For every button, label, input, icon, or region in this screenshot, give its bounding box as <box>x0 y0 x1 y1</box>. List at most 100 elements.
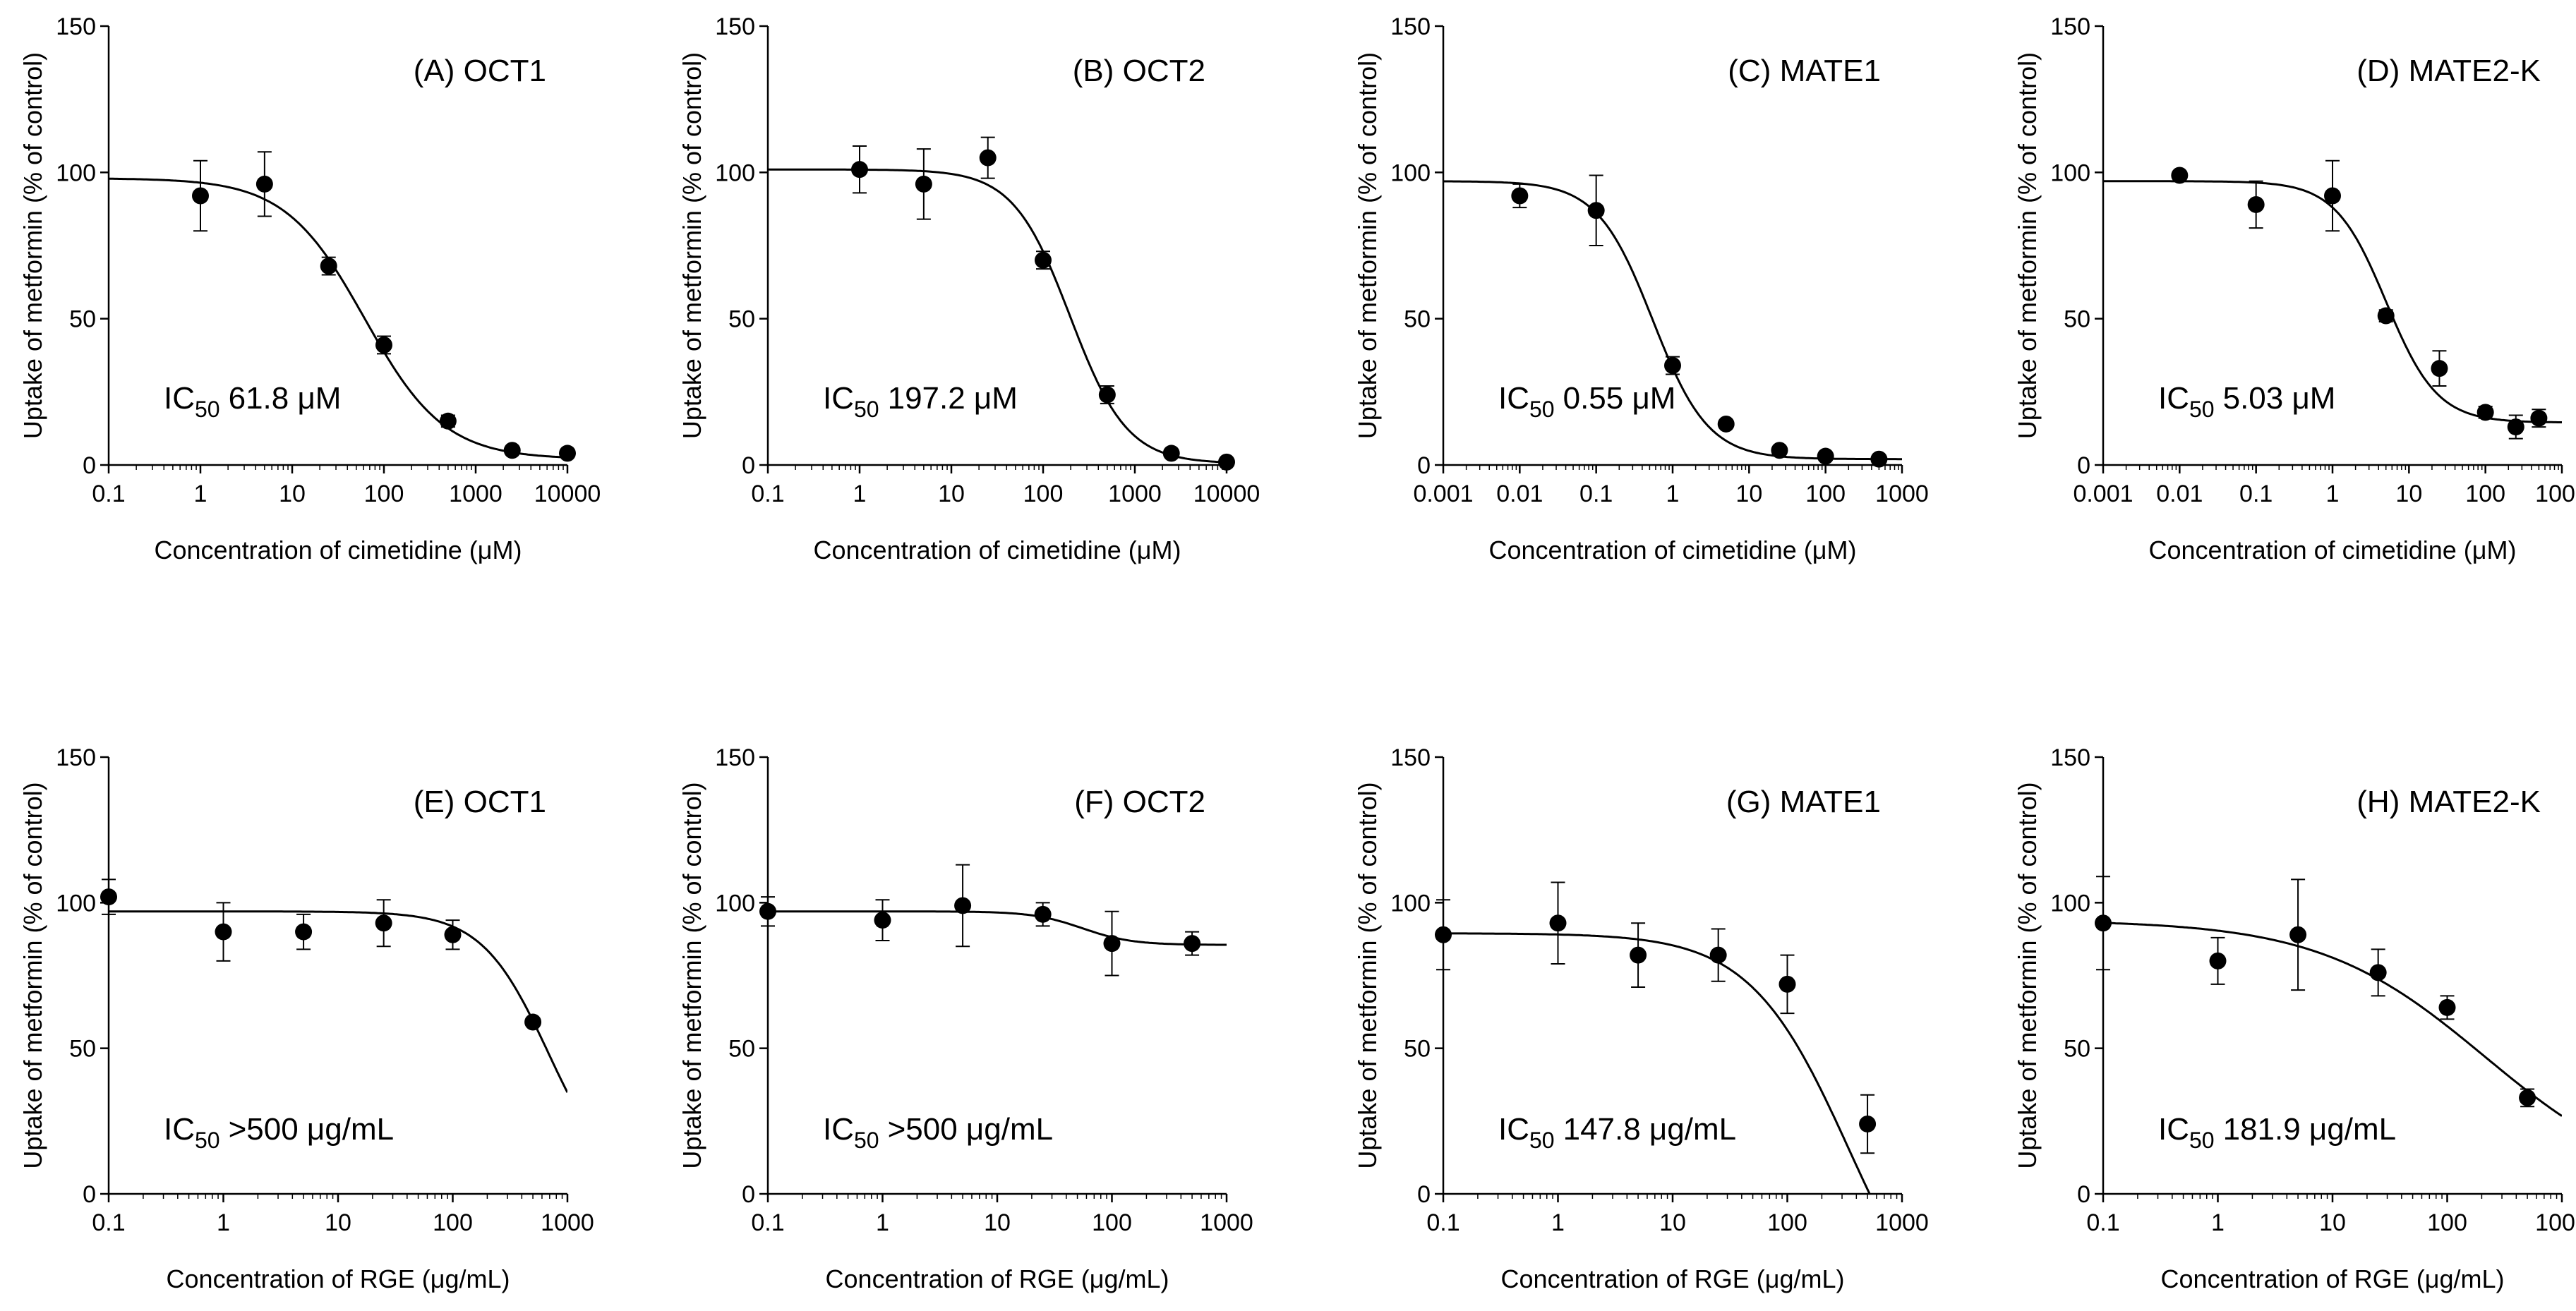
panel-f-ic50-value: >500 μg/mL <box>888 1112 1054 1147</box>
panel-a-title: (A) OCT1 <box>414 54 546 88</box>
panel-c-title: (C) MATE1 <box>1728 54 1881 88</box>
panel-e-x-tick-label: 0.1 <box>92 1209 125 1236</box>
panel-d-ic50-prefix: IC <box>2158 381 2189 416</box>
panel-d-y-tick-label: 0 <box>2077 452 2090 479</box>
panel-d-x-tick-label: 100 <box>2465 481 2505 507</box>
panel-c-y-tick-label: 100 <box>1390 159 1431 186</box>
panel-c-x-tick-label: 1000 <box>1875 481 1929 507</box>
panel-g-data-point <box>1859 1115 1877 1132</box>
panel-h-x-tick-label: 100 <box>2427 1209 2467 1236</box>
panel-b-data-point <box>1218 453 1235 471</box>
panel-c-x-tick-label: 1 <box>1666 481 1680 507</box>
panel-c-y-tick-label: 0 <box>1417 452 1431 479</box>
panel-d-x-tick-label: 0.1 <box>2239 481 2273 507</box>
panel-b-data-point <box>915 175 932 193</box>
panel-f-fit-curve <box>768 910 1227 946</box>
panel-g-ic50-label: IC50 147.8 μg/mL <box>1498 1112 1736 1153</box>
panel-h-y-tick-label: 150 <box>2050 744 2090 771</box>
panel-a-x-tick-label: 10 <box>279 481 306 507</box>
panel-a-x-tick-label: 1000 <box>449 481 502 507</box>
panel-b-data-point <box>851 161 868 179</box>
panel-a-ic50-label: IC50 61.8 μM <box>164 381 341 422</box>
panel-f-y-tick-label: 150 <box>715 744 755 771</box>
panel-c-data-point <box>1717 415 1735 433</box>
panel-b-data-point <box>979 149 997 167</box>
panel-b-ic50-subscript: 50 <box>854 397 879 422</box>
panel-c-x-tick-label: 0.01 <box>1496 481 1543 507</box>
panel-e-data-point <box>215 923 232 941</box>
panel-a-x-tick-label: 1 <box>194 481 207 507</box>
panel-g-data-point <box>1709 946 1727 964</box>
panel-e-ic50-label: IC50 >500 μg/mL <box>164 1112 394 1153</box>
panel-a-ic50-prefix: IC <box>164 381 195 416</box>
panel-a-y-tick-label: 0 <box>83 452 96 479</box>
panel-b-y-tick-label: 100 <box>715 159 755 186</box>
panel-d-x-axis-title: Concentration of cimetidine (μM) <box>2149 536 2517 564</box>
panel-f-x-tick-label: 1 <box>876 1209 889 1236</box>
panel-c-x-tick-label: 10 <box>1735 481 1762 507</box>
panel-a-data-point <box>503 442 521 459</box>
panel-h-data-point <box>2519 1089 2536 1106</box>
panel-g-x-tick-label: 10 <box>1659 1209 1686 1236</box>
panel-g-y-tick-label: 50 <box>1404 1036 1431 1063</box>
panel-h-x-axis-title: Concentration of RGE (μg/mL) <box>2161 1264 2505 1293</box>
panel-d-ic50-label: IC50 5.03 μM <box>2158 381 2335 422</box>
panel-g: 0 50 100 150 0.1 1 10 100 1000 Concentration of R… <box>1353 744 1929 1293</box>
panel-e-x-axis-title: Concentration of RGE (μg/mL) <box>167 1264 510 1293</box>
panel-e-data-point <box>524 1013 542 1031</box>
panel-a-data-point <box>439 412 457 430</box>
panel-a-data-point <box>320 258 337 275</box>
panel-e-x-tick-label: 1000 <box>541 1209 594 1236</box>
panel-g-y-axis-title: Uptake of metformin (% of control) <box>1353 782 1382 1168</box>
panel-c: 0 50 100 150 0.001 0.01 0.1 1 10 100 1000 Concentra… <box>1353 13 1929 564</box>
panel-g-data-point <box>1630 946 1647 964</box>
panel-d-title: (D) MATE2-K <box>2357 54 2541 88</box>
panel-d-data-point <box>2431 360 2448 377</box>
panel-a-y-tick-label: 50 <box>69 306 96 333</box>
panel-g-x-axis-title: Concentration of RGE (μg/mL) <box>1501 1264 1845 1293</box>
panel-b-ic50-prefix: IC <box>823 381 854 416</box>
panel-f-ic50-label: IC50 >500 μg/mL <box>823 1112 1053 1153</box>
panel-f-title: (F) OCT2 <box>1074 785 1205 819</box>
panel-h-data-point <box>2209 952 2227 969</box>
panel-c-y-axis-title: Uptake of metformin (% of control) <box>1353 52 1382 439</box>
panel-a-x-tick-label: 0.1 <box>92 481 125 507</box>
panel-c-data-point <box>1817 447 1834 465</box>
panel-d-y-tick-label: 150 <box>2050 13 2090 40</box>
panel-e-x-tick-label: 1 <box>217 1209 230 1236</box>
panel-h-data-point <box>2095 914 2112 932</box>
panel-d-y-tick-label: 100 <box>2050 159 2090 186</box>
panel-c-ic50-label: IC50 0.55 μM <box>1498 381 1675 422</box>
panel-c-x-tick-label: 100 <box>1805 481 1846 507</box>
panel-e-y-tick-label: 150 <box>56 744 96 771</box>
panel-d-data-point <box>2377 307 2395 325</box>
panel-h-y-tick-label: 100 <box>2050 890 2090 917</box>
panel-g-title: (G) MATE1 <box>1726 785 1881 819</box>
panel-d-x-tick-label: 0.01 <box>2156 481 2203 507</box>
panel-b-fit-curve <box>768 168 1227 464</box>
panel-g-ic50-value: 147.8 μg/mL <box>1563 1112 1737 1147</box>
panel-b: 0 50 100 150 0.1 1 10 100 1000 10000 Concentration… <box>678 13 1260 564</box>
panel-g-y-tick-label: 100 <box>1390 890 1431 917</box>
panel-e-ic50-value: >500 μg/mL <box>229 1112 395 1147</box>
panel-c-data-point <box>1771 442 1788 459</box>
panel-d-x-tick-label: 0.001 <box>2073 481 2133 507</box>
panel-h-data-point <box>2438 998 2456 1016</box>
panel-e-data-point <box>100 888 117 906</box>
panel-g-data-point <box>1778 975 1796 993</box>
panel-b-data-point <box>1098 386 1116 404</box>
panel-g-x-tick-label: 1000 <box>1875 1209 1929 1236</box>
panel-b-x-tick-label: 1000 <box>1108 481 1162 507</box>
panel-h-x-tick-label: 1000 <box>2535 1209 2576 1236</box>
panel-a-y-tick-label: 150 <box>56 13 96 40</box>
panel-a-y-axis-title: Uptake of metformin (% of control) <box>18 52 47 439</box>
panel-g-ic50-prefix: IC <box>1498 1112 1529 1147</box>
panel-a-data-point <box>192 187 209 205</box>
panel-h: 0 50 100 150 0.1 1 10 100 1000 Concentration of R… <box>2013 744 2576 1293</box>
panel-c-ic50-prefix: IC <box>1498 381 1529 416</box>
panel-e-x-tick-label: 100 <box>433 1209 473 1236</box>
panel-c-x-axis-title: Concentration of cimetidine (μM) <box>1489 536 1857 564</box>
panel-g-x-tick-label: 1 <box>1551 1209 1565 1236</box>
panel-f-x-tick-label: 10 <box>984 1209 1011 1236</box>
panel-a-x-axis-title: Concentration of cimetidine (μM) <box>155 536 522 564</box>
